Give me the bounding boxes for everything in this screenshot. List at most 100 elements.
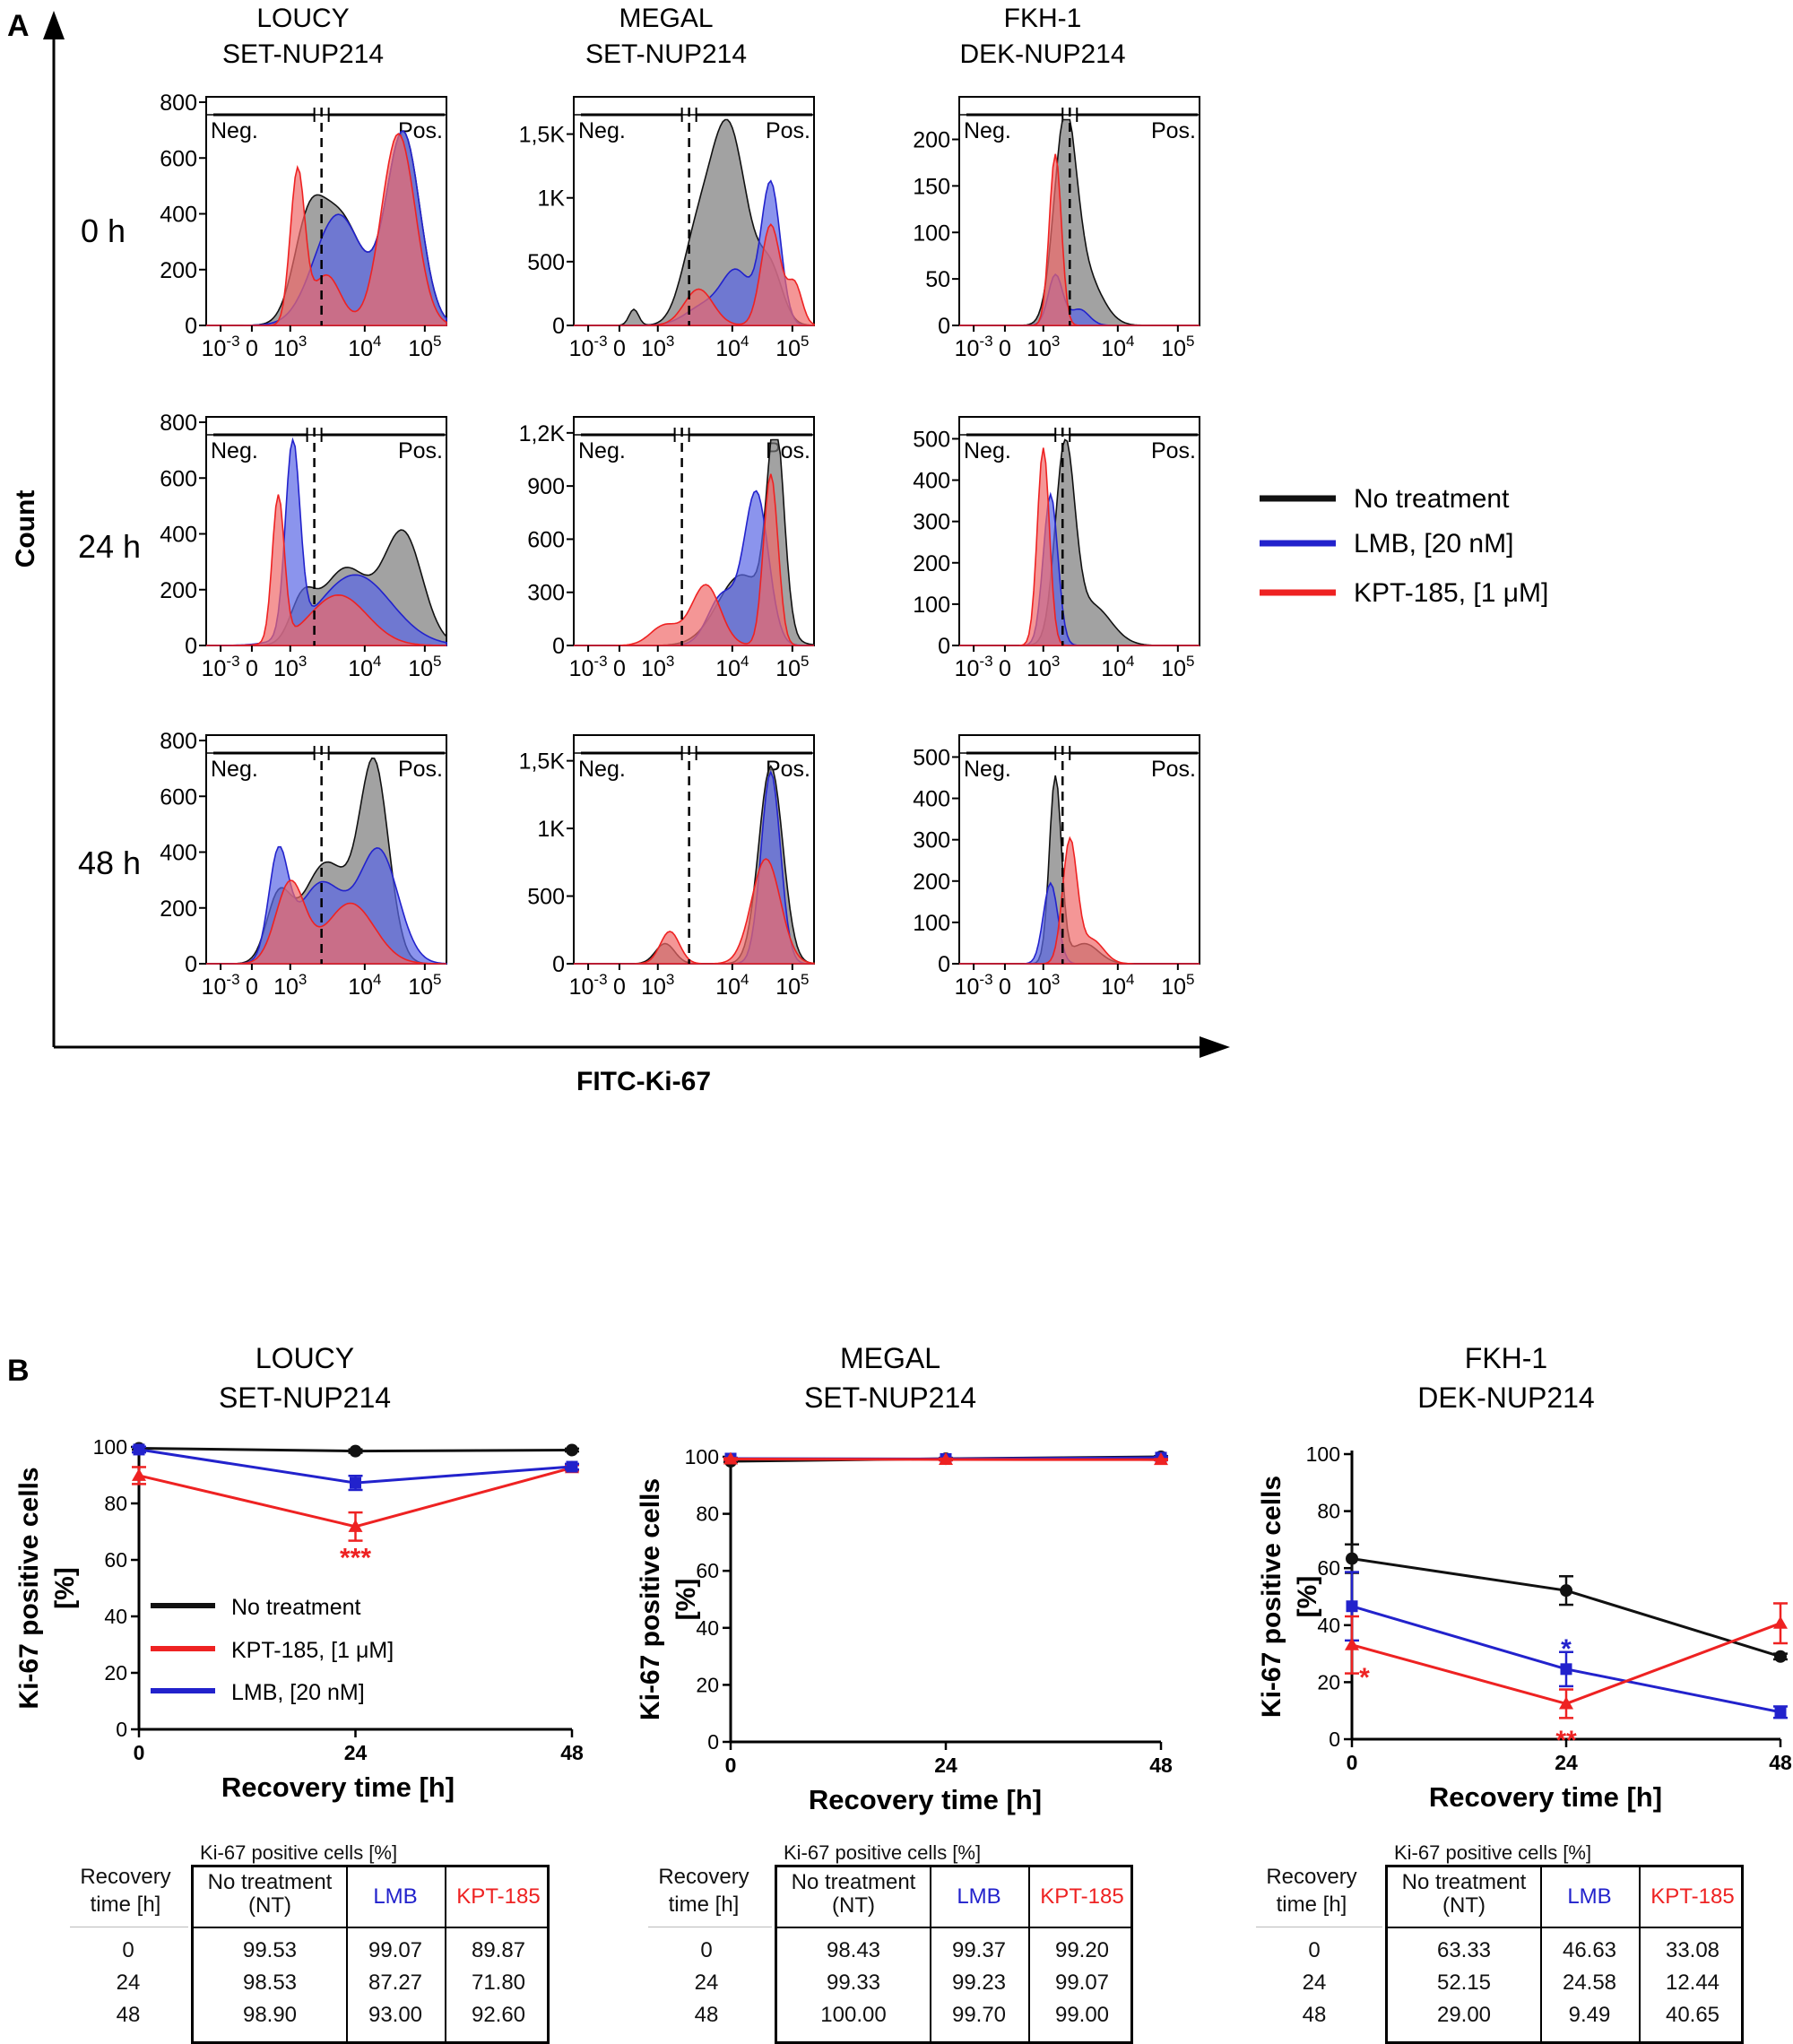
y-tick-label: 0 (938, 314, 950, 339)
table-row-time: 0 (122, 1938, 134, 1962)
histogram-kpt185 (206, 494, 447, 646)
x-tick-label: 103 (641, 653, 674, 681)
table-row-header: Recovery time [h] (645, 1863, 762, 1918)
x-tick-exponent: -3 (226, 971, 239, 988)
table-cell: 63.33 (1436, 1938, 1492, 1962)
x-tick-label: 104 (1101, 333, 1134, 361)
x-tick-label: 0 (725, 1754, 737, 1777)
x-tick-label: 103 (641, 333, 674, 361)
x-tick-label: 103 (273, 333, 307, 361)
header-line1: KPT-185 (1040, 1884, 1124, 1909)
line-chart: LOUCY SET-NUP214 0 20 40 60 80 100 0 24 48 Recovery… (14, 1342, 584, 1803)
x-tick-label: 0 (999, 656, 1011, 681)
x-tick-exponent: 4 (741, 333, 749, 350)
x-tick-label: 0 (1347, 1751, 1358, 1774)
histogram-panel: Neg. Pos. 0 200 400 600 800 10-3 0 103 104 105 (160, 729, 447, 1000)
significance-annotation: * (1359, 1663, 1370, 1693)
y-tick-label: 200 (913, 128, 950, 153)
y-tick-label: 200 (160, 578, 197, 603)
x-tick-label: 10-3 (955, 333, 993, 361)
histogram-panel: Neg. Pos. 0 100 200 300 400 500 10-3 0 103 104 105 (913, 416, 1200, 681)
y-axis-label-line2: [%] (50, 1567, 80, 1609)
x-tick-label: 103 (641, 971, 674, 1000)
table-cell: 87.27 (368, 1970, 423, 1995)
x-tick-exponent: 3 (299, 333, 307, 350)
table-cell: 99.07 (368, 1938, 423, 1962)
x-tick-label: 105 (775, 653, 809, 681)
col-title-2-line2: SET-NUP214 (585, 39, 747, 69)
table-cell: 99.37 (951, 1938, 1007, 1962)
table-cell: 52.15 (1436, 1970, 1492, 1995)
y-tick-label: 60 (104, 1548, 127, 1572)
y-tick-label: 1K (537, 817, 565, 842)
x-tick-label: 104 (1101, 971, 1134, 1000)
y-tick-label: 600 (160, 146, 197, 171)
header-line1: LMB (957, 1884, 1001, 1909)
x-tick-label: 103 (273, 971, 307, 1000)
data-point (349, 1444, 362, 1458)
x-tick-exponent: -3 (593, 333, 607, 350)
table-header-cell: LMB (1540, 1884, 1639, 1909)
x-tick-exponent: 3 (666, 333, 674, 350)
table-caption: Ki-67 positive cells [%] (1394, 1841, 1592, 1864)
table-row-time: 0 (1308, 1938, 1321, 1962)
x-axis-label: Recovery time [h] (221, 1771, 455, 1803)
table-column-divider (930, 1867, 931, 2041)
legend-label: KPT-185, [1 μM] (231, 1638, 394, 1663)
x-tick-label: 104 (348, 653, 381, 681)
x-tick-label: 10-3 (202, 333, 240, 361)
x-tick-label: 104 (715, 971, 749, 1000)
data-point (1346, 1552, 1358, 1565)
y-tick-label: 800 (160, 91, 197, 116)
panel-a-label: A (7, 9, 30, 43)
gate-neg-label: Neg. (578, 438, 626, 463)
row-label-24h: 24 h (78, 528, 141, 565)
x-tick-label: 24 (934, 1754, 957, 1777)
x-tick-label: 0 (246, 656, 258, 681)
x-tick-label: 24 (344, 1741, 368, 1764)
table-column-divider (1540, 1867, 1542, 2041)
row-header-line2: time [h] (1276, 1892, 1347, 1918)
x-tick-exponent: 4 (1126, 653, 1134, 670)
panel-b-label: B (7, 1354, 30, 1388)
line-chart: FKH-1 DEK-NUP214 0 20 40 60 80 100 0 24 48 Recovery… (1257, 1342, 1792, 1813)
y-tick-label: 100 (685, 1445, 719, 1468)
gate-neg-label: Neg. (211, 438, 258, 463)
x-tick-exponent: 3 (299, 653, 307, 670)
y-tick-label: 100 (93, 1435, 127, 1459)
line-chart: MEGAL SET-NUP214 0 20 40 60 80 100 0 24 48 Recovery… (636, 1342, 1173, 1815)
y-tick-label: 800 (160, 729, 197, 754)
y-tick-label: 0 (1329, 1728, 1340, 1751)
table-caption: Ki-67 positive cells [%] (200, 1841, 398, 1864)
x-tick-label: 0 (613, 974, 626, 1000)
table-column-divider (346, 1867, 348, 2041)
y-tick-label: 400 (160, 523, 197, 548)
x-tick-label: 103 (1026, 653, 1060, 681)
x-tick-label: 103 (1026, 333, 1060, 361)
table-cell: 98.90 (242, 2003, 298, 2027)
gate-neg-label: Neg. (578, 757, 626, 782)
x-tick-exponent: -3 (593, 971, 607, 988)
x-tick-exponent: 4 (741, 971, 749, 988)
x-tick-exponent: -3 (979, 653, 992, 670)
y-tick-label: 200 (913, 551, 950, 576)
table-header-divider (1388, 1927, 1741, 1928)
y-tick-label: 40 (104, 1605, 127, 1628)
y-tick-label: 20 (696, 1673, 719, 1696)
significance-annotation: * (1561, 1634, 1572, 1664)
y-tick-label: 0 (938, 952, 950, 977)
y-tick-label: 200 (160, 258, 197, 283)
y-axis-label: Ki-67 positive cells [%] (636, 1478, 701, 1720)
x-tick-exponent: 3 (299, 971, 307, 988)
data-point (566, 1443, 578, 1457)
y-tick-label: 80 (104, 1492, 127, 1515)
y-tick-label: 100 (913, 593, 950, 618)
x-tick-label: 105 (408, 333, 441, 361)
x-tick-exponent: -3 (979, 333, 992, 350)
legend-label-kpt185: KPT-185, [1 μM] (1354, 578, 1548, 608)
legend-label: LMB, [20 nM] (231, 1680, 365, 1705)
x-tick-exponent: 4 (1126, 333, 1134, 350)
x-tick-exponent: 3 (666, 971, 674, 988)
